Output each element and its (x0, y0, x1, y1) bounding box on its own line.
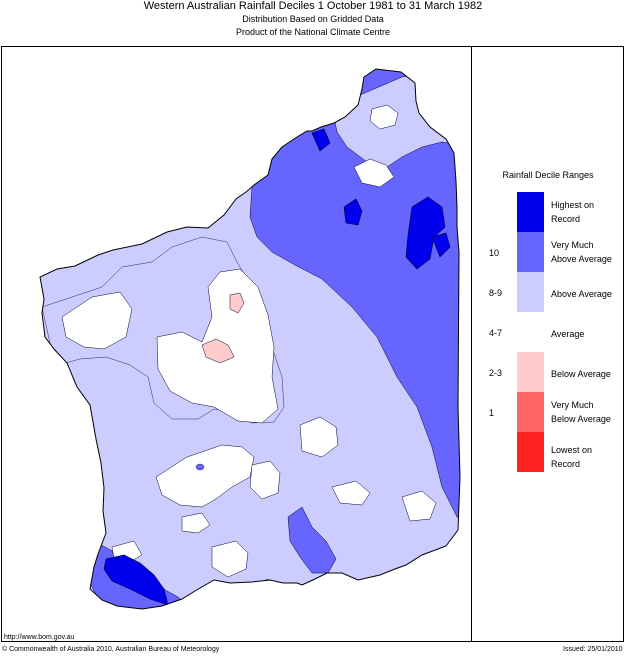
legend-swatch-very-much-below (517, 392, 544, 432)
legend-decile-4-7: 4-7 (489, 328, 503, 338)
legend-decile-10: 10 (489, 248, 500, 258)
very-much-above-average-inland-spot (195, 463, 205, 471)
below-average-central-spot (229, 292, 245, 314)
legend-decile-8-9: 8-9 (489, 288, 503, 298)
very-much-above-average-coast-spot (48, 387, 56, 395)
legend-label-average: Average (551, 329, 585, 339)
average-kimberley-patch (353, 158, 395, 188)
map-title: Western Australian Rainfall Deciles 1 Oc… (143, 0, 483, 12)
average-north-patch (369, 104, 399, 130)
legend-title: Rainfall Decile Ranges (502, 170, 594, 180)
legend-swatch-very-much-above (517, 232, 544, 272)
average-eastern-patch (299, 416, 339, 458)
below-average-central-patch (201, 338, 235, 364)
footer-copyright: © Commonwealth of Australia 2010, Austra… (2, 646, 220, 653)
legend-swatch-below (517, 352, 544, 392)
map-subtitle-method: Distribution Based on Gridded Data (242, 14, 384, 24)
legend-label-highest: Highest on Record (551, 200, 595, 224)
wa-coastline (39, 68, 461, 610)
map-frame (1, 46, 624, 642)
highest-on-record-east-spot (431, 232, 451, 258)
very-much-above-average-esperance-region (287, 506, 337, 574)
average-far-east-patch (401, 490, 437, 522)
average-south-patch (211, 540, 249, 578)
map-subtitle-product: Product of the National Climate Centre (235, 27, 391, 37)
average-goldfields-patch (155, 444, 255, 508)
average-small-patch (181, 512, 211, 534)
legend-divider (471, 46, 472, 642)
wa-rainfall-map (39, 68, 461, 610)
legend-label-very-much-above: Very Much Above Average (551, 240, 612, 264)
average-nullarbor-patch (331, 480, 371, 506)
legend-decile-2-3: 2-3 (489, 368, 503, 378)
highest-on-record-east-patch (405, 196, 446, 270)
average-west-coast-patch (61, 291, 133, 350)
average-patch (249, 460, 281, 500)
legend-label-very-much-below: Very Much Below Average (551, 400, 611, 424)
very-much-above-average-coast-spot (40, 377, 43, 385)
legend-swatch-highest (517, 192, 544, 232)
footer-url[interactable]: http://www.bom.gov.au (4, 634, 75, 641)
highest-on-record-kimberley-coast-spot (311, 128, 331, 152)
legend-decile-1: 1 (489, 408, 495, 418)
legend-swatch-average (517, 312, 544, 352)
legend-label-lowest: Lowest on Record (551, 445, 593, 469)
legend-label-below: Below Average (551, 369, 611, 379)
legend-swatch-lowest (517, 432, 544, 472)
highest-on-record-pilbara-spot (343, 198, 363, 226)
legend-label-above: Above Average (551, 289, 612, 299)
footer-issued-date: Issued: 25/01/2010 (563, 646, 623, 653)
legend-swatch-above (517, 272, 544, 312)
